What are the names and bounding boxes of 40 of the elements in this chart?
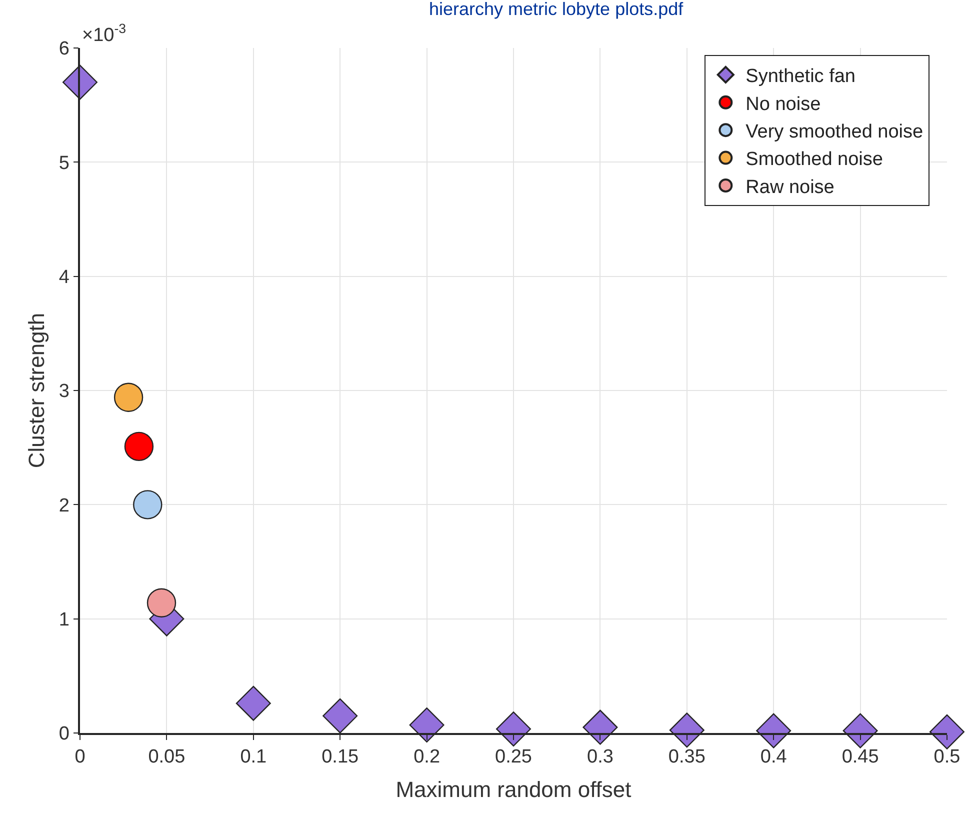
x-tick-label: 0.45 bbox=[842, 746, 879, 768]
y-tick-label: 4 bbox=[58, 266, 70, 288]
x-tick-label: 0.3 bbox=[586, 746, 614, 768]
x-tick-label: 0.15 bbox=[322, 746, 359, 768]
legend-label: Synthetic fan bbox=[746, 66, 856, 88]
point bbox=[133, 490, 162, 520]
y-tick-label: 6 bbox=[58, 38, 70, 60]
x-tick-label: 0.2 bbox=[414, 746, 440, 768]
point bbox=[669, 712, 704, 748]
y-tick-label: 2 bbox=[58, 495, 70, 516]
point bbox=[114, 382, 144, 412]
point bbox=[496, 712, 531, 746]
x-axis-title: Maximum random offset bbox=[396, 776, 632, 802]
text: hierarchy metric lobyte plots.pdf bbox=[429, 0, 684, 19]
point bbox=[322, 698, 358, 734]
point bbox=[146, 588, 176, 618]
x-tick-label: 0.25 bbox=[495, 746, 532, 768]
text: ×10$^{-3}$ bbox=[82, 21, 126, 46]
point bbox=[409, 708, 444, 743]
x-tick-label: 0.5 bbox=[934, 746, 960, 768]
y-axis-title: Cluster strength bbox=[24, 312, 50, 468]
point bbox=[842, 713, 878, 748]
y-tick-label: 5 bbox=[58, 152, 70, 174]
point bbox=[930, 714, 964, 750]
x-tick-label: 0.1 bbox=[240, 746, 267, 768]
x-tick-label: 0.4 bbox=[760, 746, 788, 768]
point bbox=[124, 432, 154, 462]
legend-label: Smoothed noise bbox=[746, 149, 883, 170]
legend-label: Very smoothed noise bbox=[746, 122, 924, 143]
legend-label: No noise bbox=[746, 94, 821, 115]
point bbox=[582, 710, 618, 745]
x-tick-label: 0.05 bbox=[148, 746, 186, 768]
y-tick-label: 1 bbox=[58, 609, 70, 630]
x-tick-label: 0 bbox=[74, 746, 86, 768]
point bbox=[756, 713, 792, 748]
y-tick-label: 0 bbox=[58, 724, 70, 745]
point bbox=[236, 686, 271, 721]
x-tick-label: 0.35 bbox=[668, 746, 706, 768]
legend-label: Raw noise bbox=[746, 176, 834, 198]
y-tick-label: 3 bbox=[58, 381, 70, 402]
